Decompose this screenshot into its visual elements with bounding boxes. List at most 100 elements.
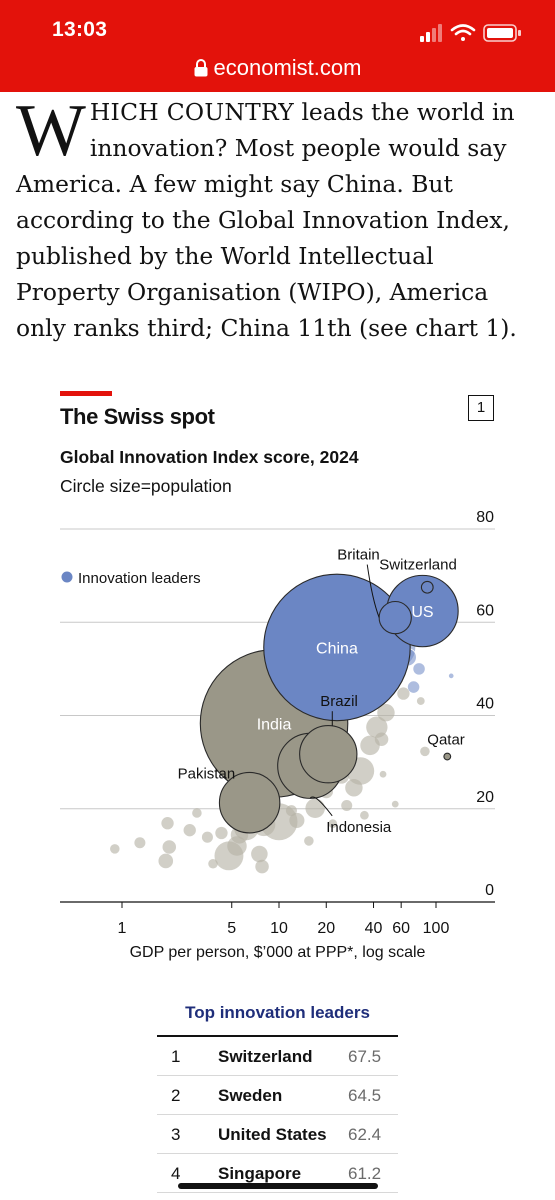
country-point: [110, 844, 120, 854]
rank-cell: 3: [171, 1125, 181, 1144]
lock-icon: [194, 59, 208, 77]
home-indicator[interactable]: [178, 1183, 378, 1189]
table-row: 1 Switzerland 67.5: [157, 1037, 398, 1076]
country-point: [305, 798, 325, 819]
country-point: [366, 716, 388, 738]
legend-label: Innovation leaders: [78, 570, 201, 587]
chart-title: The Swiss spot: [60, 404, 215, 429]
country-cell: Singapore: [218, 1164, 302, 1183]
x-tick-label: 20: [317, 920, 335, 937]
y-tick-label: 80: [476, 509, 494, 526]
country-point: [183, 824, 196, 837]
rank-cell: 4: [171, 1164, 181, 1183]
innovation-leader-point: [407, 680, 421, 694]
smallcaps-lead: HICH COUNTRY: [89, 98, 295, 126]
country-point: [304, 836, 314, 846]
label-leader-line: [366, 564, 380, 618]
labelled-point-britain: [378, 600, 412, 635]
country-point: [158, 853, 174, 869]
labelled-point-brazil: [299, 724, 358, 784]
innovation-leader-point: [412, 662, 426, 676]
status-time: 13:03: [52, 18, 108, 41]
status-icons: [420, 24, 521, 42]
labelled-point-pakistan: [218, 771, 281, 834]
country-point: [285, 805, 297, 817]
country-cell: Sweden: [218, 1086, 283, 1105]
red-rule: [60, 391, 112, 396]
chart-number-badge: 1: [468, 395, 494, 421]
y-tick-label: 40: [476, 696, 494, 713]
table-row: 4 Singapore 61.2: [157, 1154, 398, 1193]
point-labels: India China US Indonesia Pakistan Brazil Brita…: [178, 547, 465, 836]
point-label: Pakistan: [178, 766, 236, 783]
table-title: Top innovation leaders: [185, 1003, 370, 1022]
rank-cell: 1: [171, 1047, 181, 1066]
data-points: [110, 573, 459, 874]
legend-swatch: [61, 571, 73, 583]
point-label: China: [316, 640, 358, 657]
country-point: [345, 779, 363, 797]
browser-top-bar: 13:03 economist.com: [0, 0, 555, 92]
wifi-icon: [450, 24, 476, 41]
country-point: [215, 826, 228, 840]
point-label: Qatar: [427, 732, 465, 749]
label-leader-line: [309, 796, 333, 817]
chart-size-note: Circle size=population: [60, 476, 232, 496]
leaders-table: 1 Switzerland 67.5 2 Sweden 64.5 3 Unite…: [157, 1035, 398, 1193]
score-cell: 62.4: [348, 1125, 382, 1144]
labelled-point-qatar: [443, 752, 452, 761]
country-point: [161, 817, 174, 830]
country-point: [341, 799, 353, 812]
country-point: [289, 812, 305, 828]
country-point: [328, 819, 338, 829]
country-point: [360, 735, 380, 756]
chart-subtitle: Global Innovation Index score, 2024: [60, 447, 359, 467]
axes: 0 20 40 60 80 1 5 10 20 40 60 100: [60, 509, 495, 937]
country-point: [201, 831, 213, 843]
country-point: [416, 697, 425, 705]
point-label: Britain: [337, 547, 380, 564]
x-tick-label: 100: [423, 920, 450, 937]
drop-cap: W: [16, 90, 86, 172]
score-cell: 67.5: [348, 1047, 382, 1066]
table-row: 3 United States 62.4: [157, 1115, 398, 1154]
point-label: Brazil: [320, 693, 358, 710]
article-paragraph: W HICH COUNTRY leads the world in innovat…: [16, 94, 541, 346]
point-label: India: [257, 716, 292, 733]
y-tick-label: 0: [485, 882, 494, 899]
point-label: Switzerland: [379, 556, 457, 573]
y-tick-label: 60: [476, 602, 494, 619]
country-point: [255, 859, 269, 874]
country-point: [379, 770, 387, 778]
innovation-leader-point: [448, 672, 455, 680]
table-row: 2 Sweden 64.5: [157, 1076, 398, 1115]
x-tick-label: 5: [227, 920, 236, 937]
country-point: [162, 840, 177, 854]
country-point: [192, 808, 202, 818]
country-point: [374, 732, 389, 747]
country-point: [420, 746, 430, 757]
point-label: US: [411, 604, 433, 621]
battery-icon: [483, 24, 521, 42]
url-bar[interactable]: economist.com: [0, 55, 555, 81]
x-tick-label: 60: [392, 920, 410, 937]
legend: Innovation leaders: [61, 570, 201, 587]
country-point: [134, 837, 146, 849]
country-point: [391, 800, 399, 808]
x-tick-label: 1: [118, 920, 127, 937]
x-tick-label: 40: [365, 920, 383, 937]
country-cell: Switzerland: [218, 1047, 313, 1066]
rank-cell: 2: [171, 1086, 181, 1105]
country-point: [208, 858, 218, 869]
country-cell: United States: [218, 1125, 327, 1144]
labelled-point-switzerland: [420, 580, 434, 594]
score-cell: 61.2: [348, 1164, 382, 1183]
y-tick-label: 20: [476, 789, 494, 806]
country-point: [251, 845, 268, 863]
x-axis-title: GDP per person, $’000 at PPP*, log scale: [129, 944, 426, 961]
score-cell: 64.5: [348, 1086, 382, 1105]
url-text: economist.com: [213, 55, 362, 80]
country-point: [377, 703, 395, 722]
point-label: Indonesia: [326, 819, 392, 836]
x-tick-label: 10: [270, 920, 288, 937]
